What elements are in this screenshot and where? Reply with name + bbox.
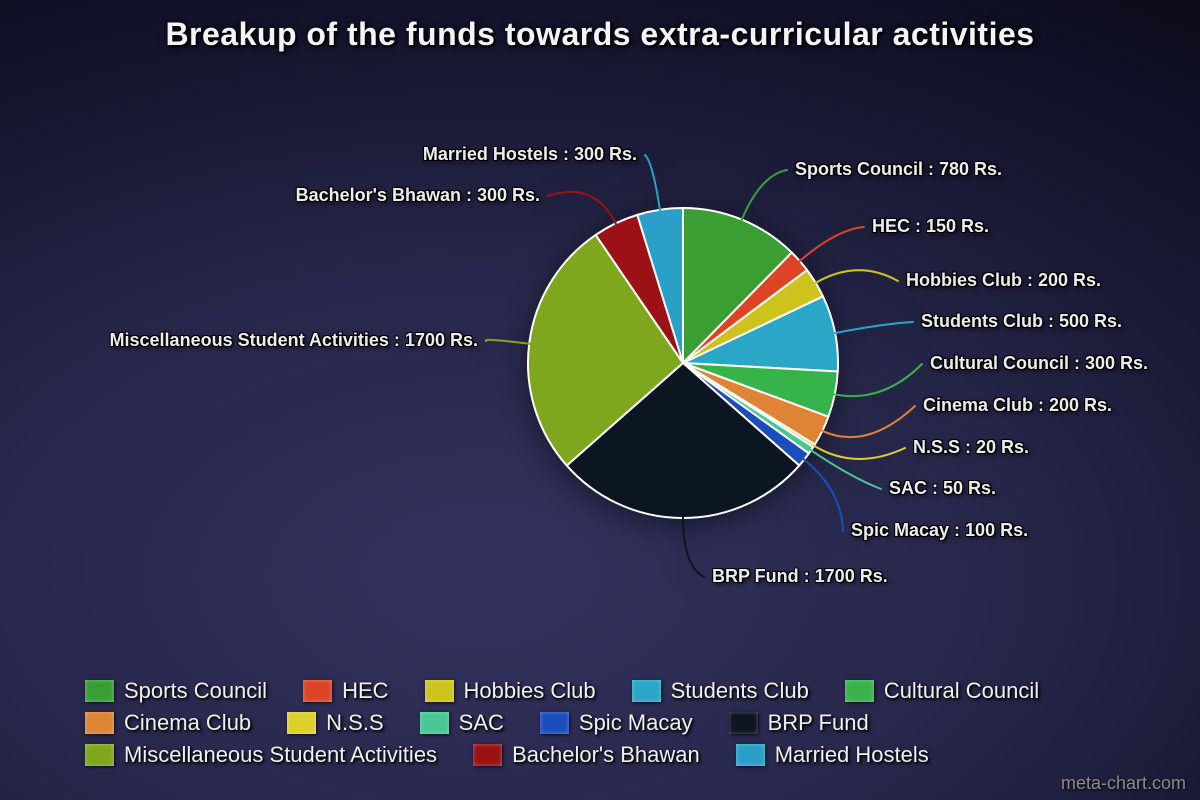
leader-line-cultural-council <box>831 363 923 398</box>
slice-label-brp-fund: BRP Fund : 1700 Rs. <box>712 566 888 586</box>
legend-item-miscellaneous-student-activities: Miscellaneous Student Activities <box>85 742 437 768</box>
slice-label-hobbies-club: Hobbies Club : 200 Rs. <box>906 270 1102 290</box>
legend-swatch-students-club <box>631 680 661 702</box>
slice-label-married-hostels: Married Hostels : 300 Rs. <box>422 144 637 164</box>
leader-line-students-club <box>832 321 914 335</box>
legend-label: SAC <box>458 710 504 735</box>
legend-label: Cinema Club <box>124 710 252 735</box>
slice-label-hec: HEC : 150 Rs. <box>872 216 990 236</box>
leader-line-hec <box>797 226 865 264</box>
legend-label: Bachelor's Bhawan <box>512 742 700 767</box>
leader-line-bachelor-s-bhawan <box>547 190 618 227</box>
legend-item-sports-council: Sports Council <box>85 678 267 704</box>
leader-line-cinema-club <box>819 405 916 439</box>
legend-label: Cultural Council <box>883 678 1040 703</box>
slice-label-students-club: Students Club : 500 Rs. <box>921 311 1123 331</box>
leader-line-married-hostels <box>644 154 662 213</box>
legend-label: N.S.S <box>326 710 384 735</box>
legend-row: Miscellaneous Student Activities Bachelor… <box>85 742 1039 768</box>
legend-item-cinema-club: Cinema Club <box>85 710 251 736</box>
legend-label: Married Hostels <box>774 742 929 767</box>
legend-swatch-miscellaneous-student-activities <box>85 744 114 766</box>
legend-swatch-sac <box>419 712 449 734</box>
legend-swatch-sports-council <box>85 680 114 702</box>
legend-item-hec: HEC <box>303 678 389 704</box>
leader-line-n-s-s <box>811 443 906 460</box>
legend-label: Students Club <box>670 678 809 703</box>
legend-swatch-bachelor-s-bhawan <box>473 744 503 766</box>
legend-row: Cinema Club N.S.S SAC Spic Macay BRP Fund <box>85 710 1039 736</box>
slice-label-sports-council: Sports Council : 780 Rs. <box>795 159 1003 179</box>
legend-swatch-hobbies-club <box>424 680 454 702</box>
legend-item-spic-macay: Spic Macay <box>539 710 693 736</box>
legend-swatch-n-s-s <box>287 712 317 734</box>
legend-item-n-s-s: N.S.S <box>287 710 384 736</box>
slice-label-n-s-s: N.S.S : 20 Rs. <box>913 437 1030 457</box>
legend-swatch-brp-fund <box>728 712 758 734</box>
legend-label: BRP Fund <box>767 710 869 735</box>
legend-item-married-hostels: Married Hostels <box>735 742 929 768</box>
legend-item-brp-fund: BRP Fund <box>728 710 869 736</box>
legend-item-sac: SAC <box>419 710 504 736</box>
slice-label-bachelor-s-bhawan: Bachelor's Bhawan : 300 Rs. <box>295 185 540 205</box>
leader-line-spic-macay <box>801 457 844 532</box>
slice-label-miscellaneous-student-activities: Miscellaneous Student Activities : 1700 … <box>109 330 478 350</box>
legend-label: Hobbies Club <box>463 678 596 703</box>
legend: Sports Council HEC Hobbies Club Students Cl… <box>85 678 1039 774</box>
slice-label-spic-macay: Spic Macay : 100 Rs. <box>851 520 1029 540</box>
legend-label: Miscellaneous Student Activities <box>124 742 438 767</box>
legend-swatch-hec <box>303 680 333 702</box>
leader-line-hobbies-club <box>812 269 899 285</box>
legend-item-students-club: Students Club <box>631 678 809 704</box>
legend-swatch-spic-macay <box>539 712 569 734</box>
legend-swatch-married-hostels <box>735 744 765 766</box>
chart-title: Breakup of the funds towards extra-curri… <box>165 16 1035 52</box>
legend-item-cultural-council: Cultural Council <box>844 678 1040 704</box>
legend-label: Spic Macay <box>578 710 693 735</box>
legend-swatch-cinema-club <box>85 712 114 734</box>
leader-line-sports-council <box>740 169 788 223</box>
legend-swatch-cultural-council <box>844 680 874 702</box>
watermark: meta-chart.com <box>1060 773 1186 793</box>
legend-row: Sports Council HEC Hobbies Club Students Cl… <box>85 678 1039 704</box>
slice-label-cinema-club: Cinema Club : 200 Rs. <box>923 395 1113 415</box>
legend-label: Sports Council <box>124 678 268 703</box>
slice-label-sac: SAC : 50 Rs. <box>889 478 997 498</box>
slice-label-cultural-council: Cultural Council : 300 Rs. <box>930 353 1149 373</box>
leader-line-brp-fund <box>682 515 705 578</box>
legend-label: HEC <box>342 678 389 703</box>
leader-line-miscellaneous-student-activities <box>484 338 533 345</box>
legend-item-hobbies-club: Hobbies Club <box>424 678 596 704</box>
legend-item-bachelor-s-bhawan: Bachelor's Bhawan <box>473 742 700 768</box>
leader-line-sac <box>808 448 882 490</box>
